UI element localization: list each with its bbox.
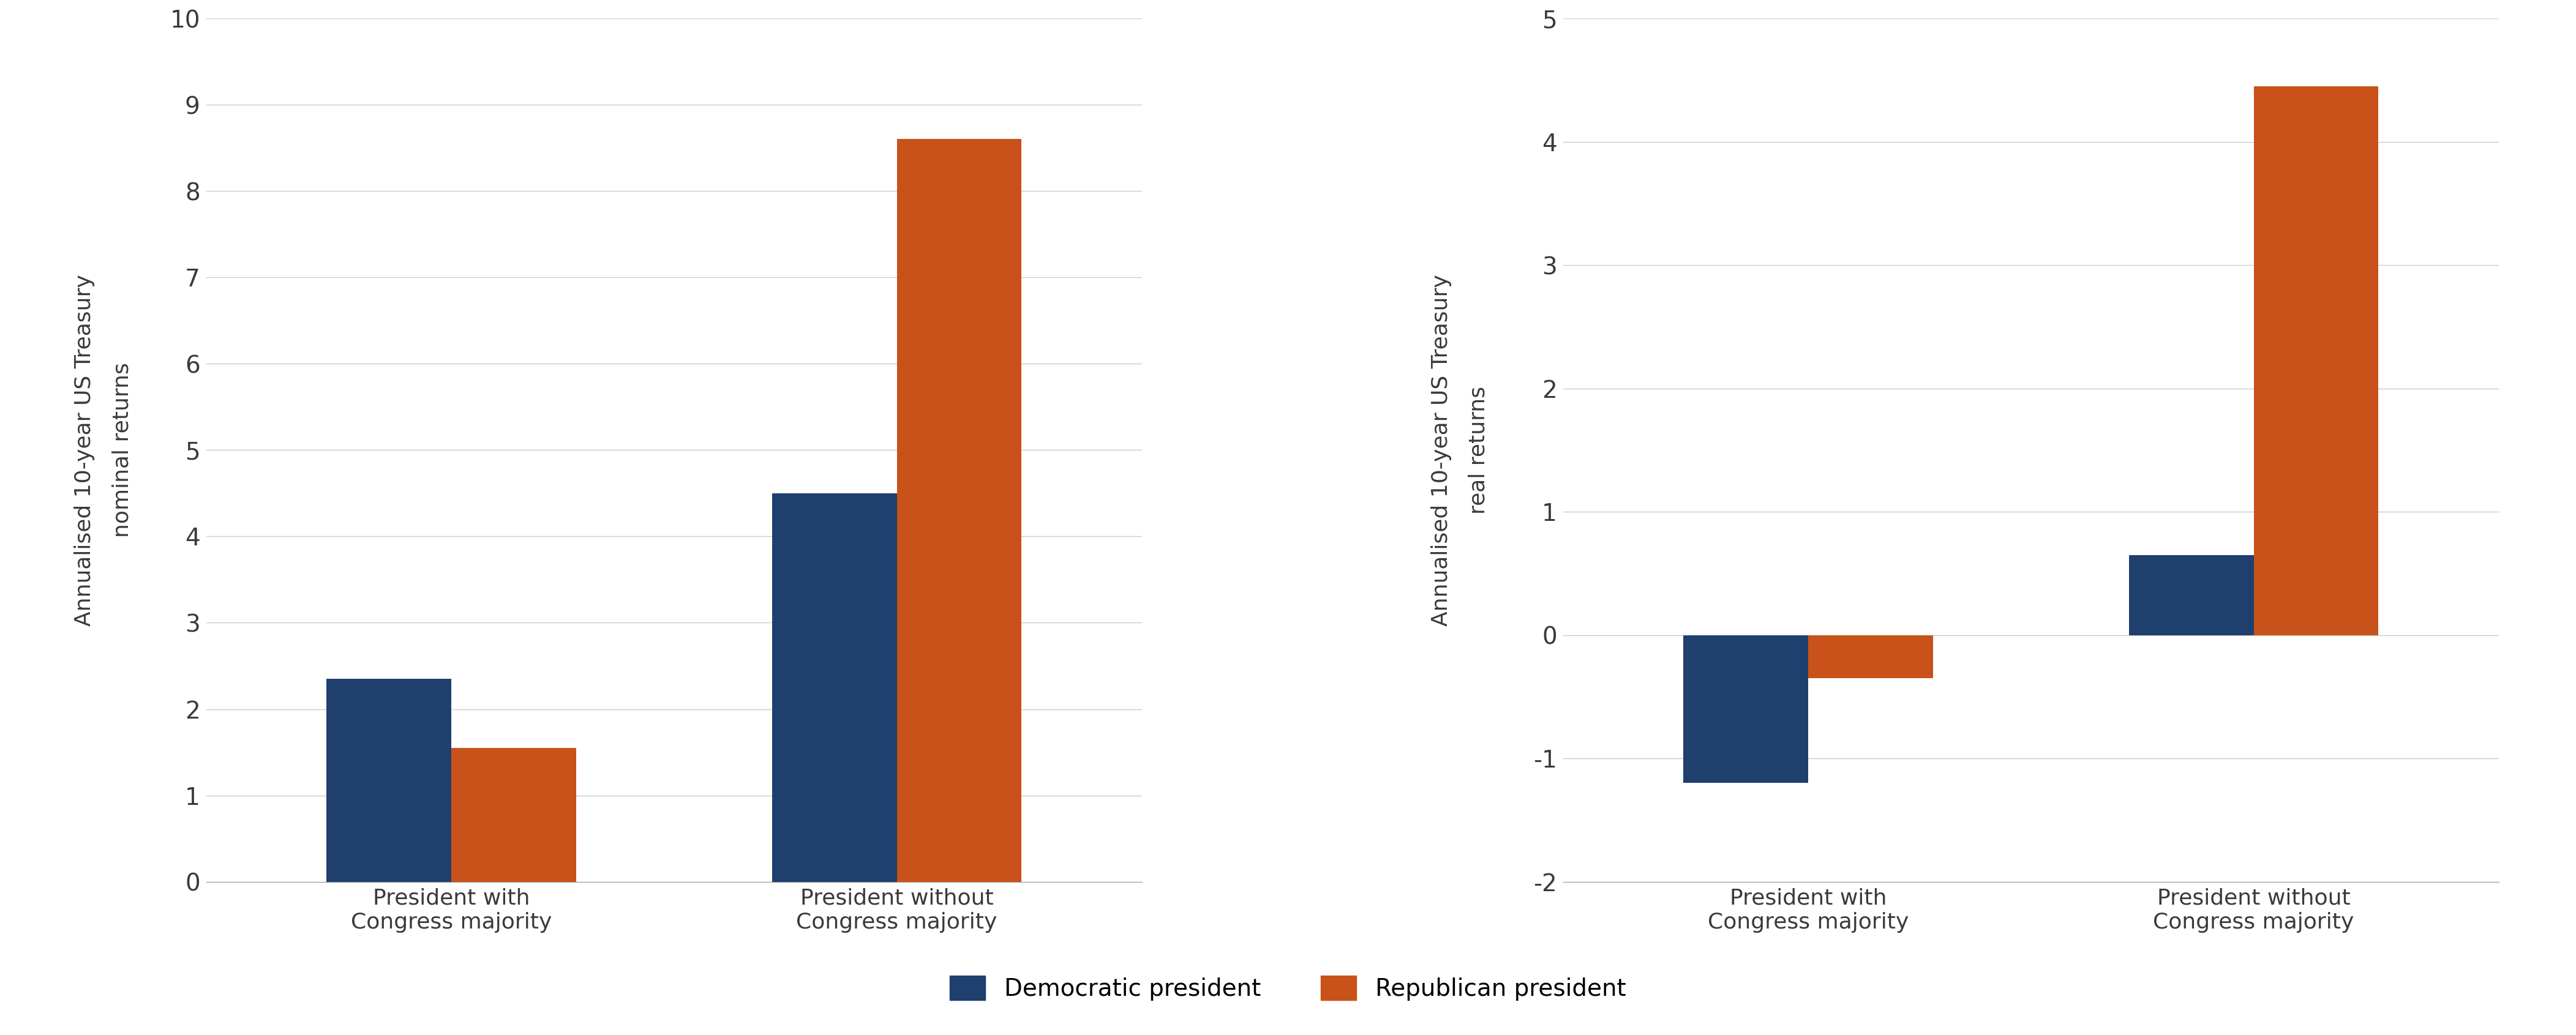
Bar: [773, 494, 896, 882]
Bar: [451, 748, 577, 882]
Text: Annualised 10-year US Treasury: Annualised 10-year US Treasury: [1430, 274, 1453, 626]
Bar: [1682, 635, 1808, 783]
Bar: [327, 679, 451, 882]
Text: Annualised 10-year US Treasury: Annualised 10-year US Treasury: [75, 274, 95, 626]
Legend: Democratic president, Republican president: Democratic president, Republican preside…: [938, 964, 1638, 1013]
Text: nominal returns: nominal returns: [111, 362, 131, 537]
Bar: [896, 140, 1023, 882]
Text: real returns: real returns: [1468, 386, 1489, 514]
Bar: [2254, 86, 2378, 635]
Bar: [2128, 555, 2254, 635]
Bar: [1808, 635, 1932, 678]
